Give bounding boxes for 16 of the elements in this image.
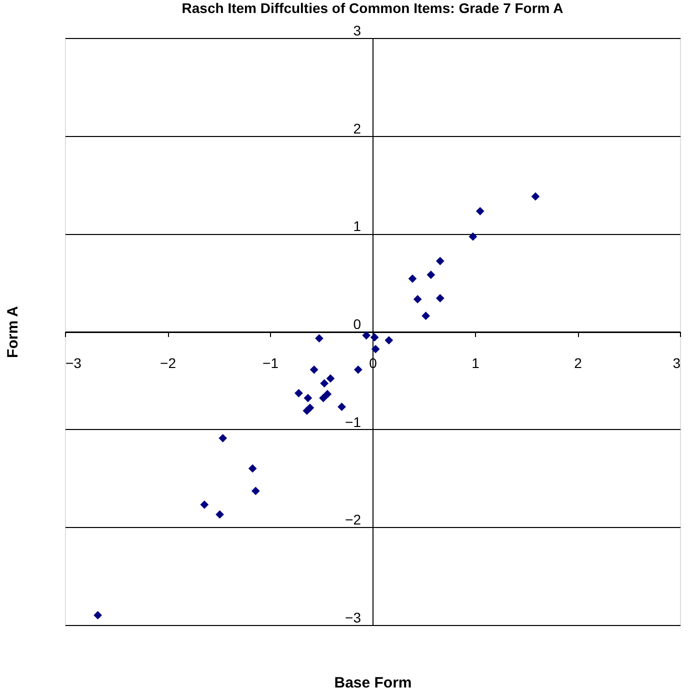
x-tick-label: −3 bbox=[66, 355, 82, 371]
x-tick-label: 2 bbox=[574, 355, 582, 371]
x-tick-label: 1 bbox=[472, 355, 480, 371]
x-tick-label: 3 bbox=[672, 355, 681, 371]
y-tick-label: 2 bbox=[353, 120, 362, 136]
y-tick-label: −3 bbox=[345, 610, 362, 626]
y-axis-title: Form A bbox=[4, 306, 22, 358]
chart-title: Rasch Item Diffculties of Common Items: Grade 7 Form A bbox=[182, 0, 564, 16]
x-tick-label: −1 bbox=[262, 355, 279, 371]
y-tick-label: 3 bbox=[353, 22, 362, 38]
y-tick-label: −2 bbox=[345, 512, 362, 528]
y-tick-label: 1 bbox=[353, 218, 362, 234]
x-tick-label: −2 bbox=[160, 355, 176, 371]
y-tick-label: 0 bbox=[353, 316, 362, 332]
x-axis-title: Base Form bbox=[334, 674, 412, 691]
y-tick-label: −1 bbox=[345, 414, 362, 430]
